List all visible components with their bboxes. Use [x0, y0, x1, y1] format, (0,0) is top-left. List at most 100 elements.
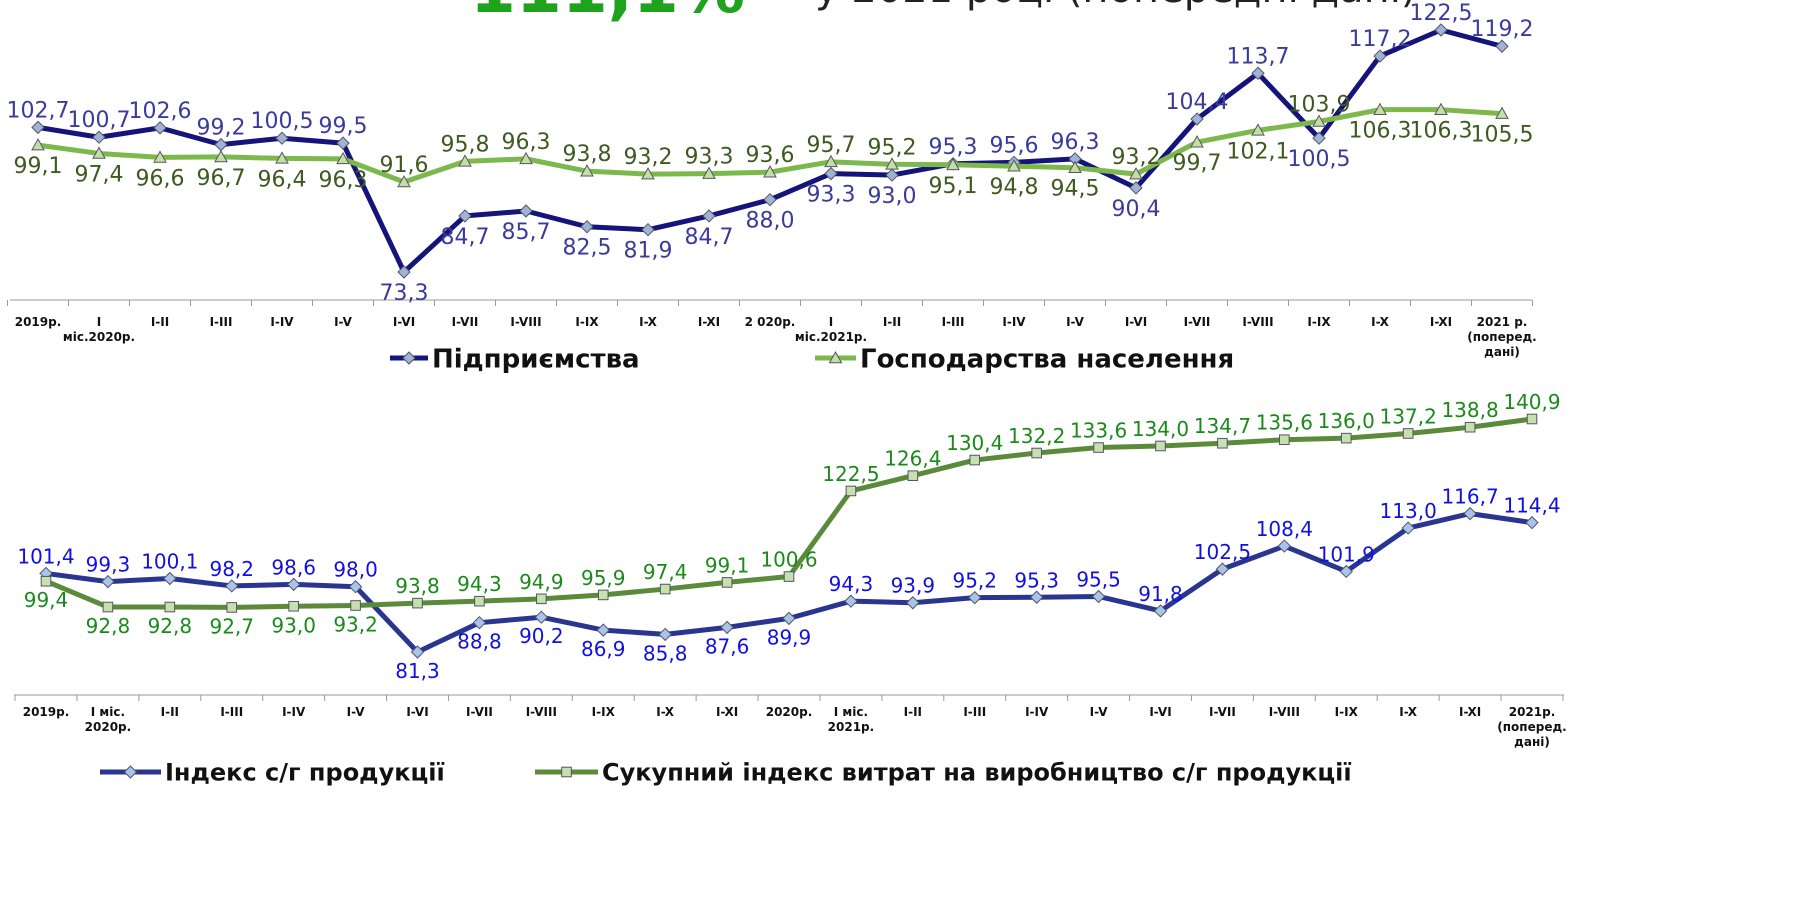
- data-label: 85,7: [502, 220, 551, 245]
- data-label: 100,1: [141, 550, 198, 574]
- data-label: 133,6: [1070, 419, 1127, 443]
- marker: [1373, 49, 1387, 63]
- x-tick-label: I-III: [942, 315, 965, 329]
- legend-marker: [828, 350, 843, 364]
- data-label: 90,4: [1112, 197, 1161, 222]
- x-tick-label-line: I-VII: [1184, 315, 1211, 329]
- x-tick-label: I-III: [210, 315, 233, 329]
- data-label: 102,5: [1194, 540, 1251, 564]
- marker: [1401, 521, 1415, 535]
- data-label: 73,3: [380, 281, 429, 306]
- x-tick-label: I-IV: [1002, 315, 1026, 329]
- data-label: 95,3: [1014, 568, 1059, 592]
- data-label: 81,3: [395, 659, 440, 683]
- marker: [597, 589, 609, 601]
- data-label: 99,1: [14, 154, 63, 179]
- marker: [412, 597, 423, 609]
- x-tick-label: 2020р.: [766, 705, 813, 719]
- x-tick-label: I-XI: [716, 705, 738, 719]
- data-label: 99,2: [197, 116, 246, 141]
- data-label: 99,1: [705, 553, 750, 577]
- data-label: 92,8: [148, 614, 193, 638]
- marker: [1277, 539, 1292, 553]
- marker: [763, 192, 777, 207]
- data-label: 102,6: [129, 99, 192, 124]
- x-tick-label-line: I-VIII: [510, 315, 541, 329]
- x-tick-label-line: I-V: [1090, 705, 1109, 719]
- x-tick-label: I-VIII: [526, 705, 557, 719]
- marker: [1217, 437, 1228, 449]
- marker: [763, 165, 777, 178]
- marker: [720, 620, 734, 635]
- marker: [1434, 102, 1448, 115]
- x-tick-label: I-X: [1399, 705, 1417, 719]
- data-label: 95,3: [929, 135, 978, 160]
- marker: [824, 154, 838, 168]
- x-tick-label-line: I-III: [942, 315, 965, 329]
- x-tick-label-line: I-IV: [1002, 315, 1026, 329]
- data-label: 138,8: [1441, 398, 1498, 422]
- marker: [1464, 421, 1476, 433]
- marker: [580, 164, 594, 177]
- marker: [782, 611, 796, 626]
- marker: [1434, 23, 1448, 37]
- marker: [1153, 604, 1168, 618]
- data-label: 94,8: [990, 175, 1039, 200]
- x-tick-label: I-VII: [452, 315, 479, 329]
- marker: [536, 593, 547, 605]
- x-tick-label: I-X: [656, 705, 674, 719]
- data-label: 95,2: [952, 569, 997, 593]
- x-tick-label: I-II: [151, 315, 169, 329]
- x-tick-label: I міс. 2021р.: [828, 705, 875, 734]
- marker: [31, 138, 45, 151]
- marker: [907, 470, 919, 481]
- data-label: 100,5: [1288, 147, 1351, 172]
- data-label: 99,4: [24, 588, 69, 612]
- data-label: 84,7: [685, 225, 734, 250]
- x-tick-label-line: I міс.: [91, 705, 125, 719]
- x-tick-label-line: I-IV: [270, 315, 294, 329]
- x-tick-label-line: I-IV: [282, 705, 306, 719]
- marker: [397, 174, 411, 188]
- data-label: 108,4: [1256, 517, 1313, 541]
- x-tick-label-line: I-X: [1371, 315, 1389, 329]
- marker: [968, 590, 982, 605]
- data-label: 98,0: [333, 558, 378, 582]
- data-label: 102,7: [7, 98, 70, 123]
- data-label: 100,6: [760, 548, 817, 572]
- data-label: 93,9: [891, 574, 936, 598]
- data-label: 96,3: [319, 168, 368, 193]
- data-label: 94,5: [1051, 177, 1100, 202]
- x-tick-label: I-VI: [393, 315, 415, 329]
- marker: [350, 600, 361, 611]
- x-tick-label-line: 2020р.: [85, 720, 132, 734]
- x-tick-label-line: I-VIII: [526, 705, 557, 719]
- marker: [844, 594, 858, 608]
- data-label: 130,4: [946, 431, 1003, 455]
- marker: [1525, 515, 1539, 530]
- marker: [659, 583, 671, 595]
- x-tick-label-line: I-X: [656, 705, 674, 719]
- x-tick-label-line: I-III: [210, 315, 233, 329]
- x-tick-label-line: I-XI: [1430, 315, 1452, 329]
- data-label: 96,3: [502, 130, 551, 155]
- data-label: 99,3: [86, 553, 131, 577]
- marker: [1312, 131, 1326, 145]
- x-tick-label-line: 2021 р.: [1477, 315, 1528, 329]
- x-tick-label-line: I-X: [639, 315, 657, 329]
- data-label: 93,8: [395, 574, 440, 598]
- x-tick-label: I-III: [220, 705, 243, 719]
- x-tick-label: I-IX: [575, 315, 599, 329]
- marker: [102, 601, 114, 613]
- marker: [1129, 181, 1143, 195]
- x-tick-label: I-II: [883, 315, 901, 329]
- data-label: 84,7: [441, 225, 490, 250]
- data-label: 98,6: [271, 555, 316, 579]
- x-tick-label-line: дані): [1514, 735, 1550, 749]
- x-tick-label-line: I-IX: [575, 315, 599, 329]
- x-tick-label: I-VI: [1125, 315, 1147, 329]
- x-tick-label-line: I-VI: [393, 315, 415, 329]
- marker: [163, 571, 177, 586]
